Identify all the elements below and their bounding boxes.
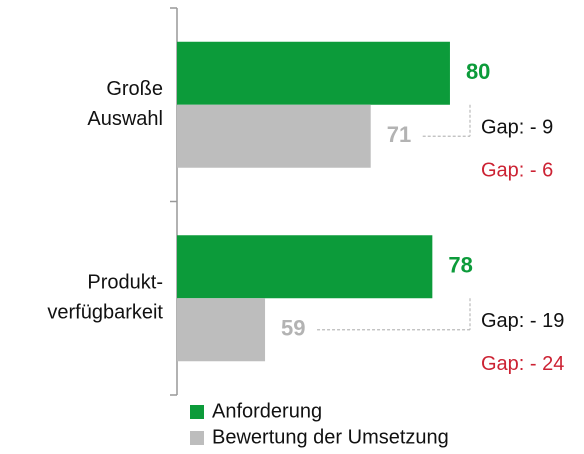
category-label: Große — [106, 78, 163, 100]
gap-annotation: Gap: - 24 — [481, 353, 564, 375]
category-label: Auswahl — [87, 108, 163, 130]
legend-swatch — [190, 405, 204, 419]
gap-annotation: Gap: - 19 — [481, 310, 564, 332]
bar — [177, 298, 266, 362]
value-label: 78 — [448, 253, 472, 278]
legend-swatch — [190, 431, 204, 445]
category-label: verfügbarkeit — [47, 302, 163, 324]
value-label: 71 — [387, 122, 411, 147]
bar — [177, 41, 450, 105]
category-label: Produkt- — [87, 272, 163, 294]
value-label: 59 — [281, 316, 305, 341]
gap-annotation: Gap: - 6 — [481, 160, 553, 182]
legend-label: Anforderung — [212, 400, 322, 422]
bar — [177, 235, 433, 299]
bar — [177, 104, 371, 168]
gap-annotation: Gap: - 9 — [481, 117, 553, 139]
value-label: 80 — [466, 59, 490, 84]
legend-label: Bewertung der Umsetzung — [212, 426, 449, 448]
